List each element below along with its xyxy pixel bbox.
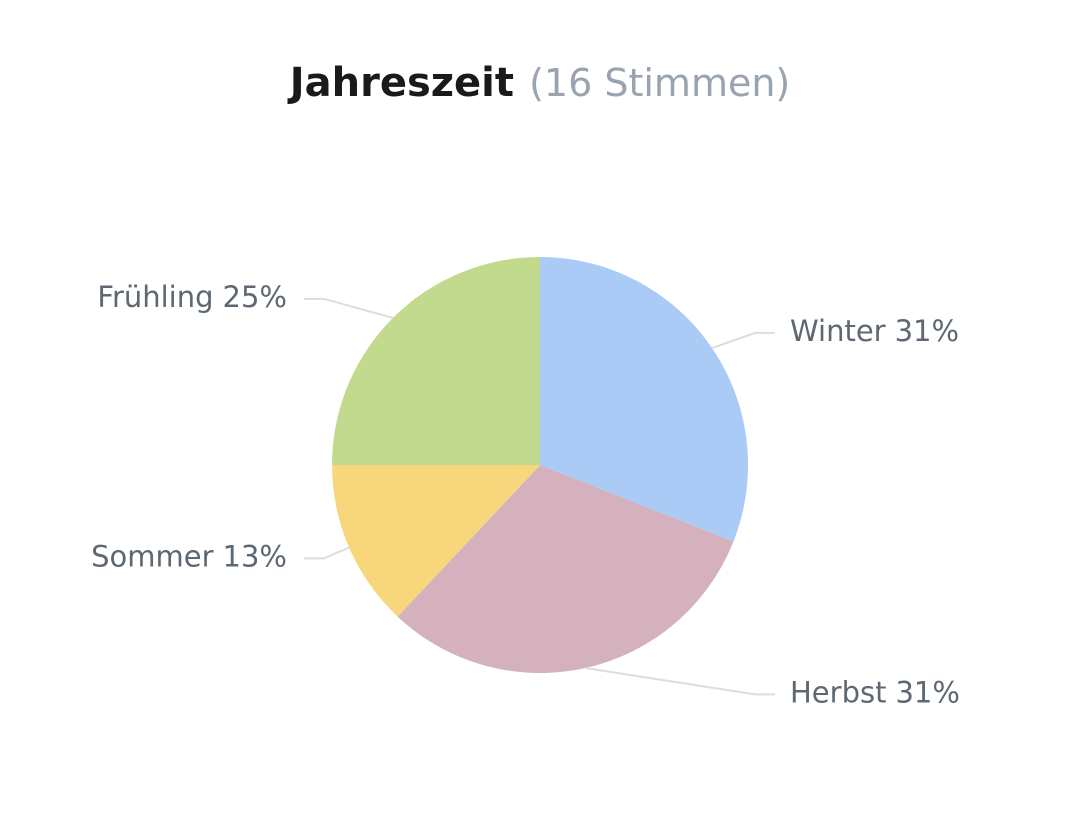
slice-label: Frühling 25% [97,280,287,314]
slice-category: Sommer [91,539,213,573]
leader-line [585,667,775,696]
slice-category: Winter [790,314,886,348]
pie-slice [397,465,734,674]
slice-value: 31% [895,675,959,709]
slice-value: 13% [223,539,287,573]
leader-line [711,331,775,350]
chart-title: Jahreszeit [287,60,514,106]
slice-value: 31% [895,314,959,348]
slice-category: Frühling [97,280,213,314]
pie-slice [332,257,540,465]
chart-subtitle: (16 Stimmen) [529,61,790,105]
chart-heading: Jahreszeit (16 Stimmen) [287,60,791,106]
slice-value: 25% [223,280,287,314]
slice-category: Herbst [790,675,886,709]
leader-line [304,546,350,560]
slice-label: Herbst 31% [790,675,960,709]
slice-label: Sommer 13% [91,539,287,573]
leader-line [304,297,394,319]
pie-slice [540,257,749,542]
pie-slice [332,465,540,617]
slice-label: Winter 31% [790,314,959,348]
